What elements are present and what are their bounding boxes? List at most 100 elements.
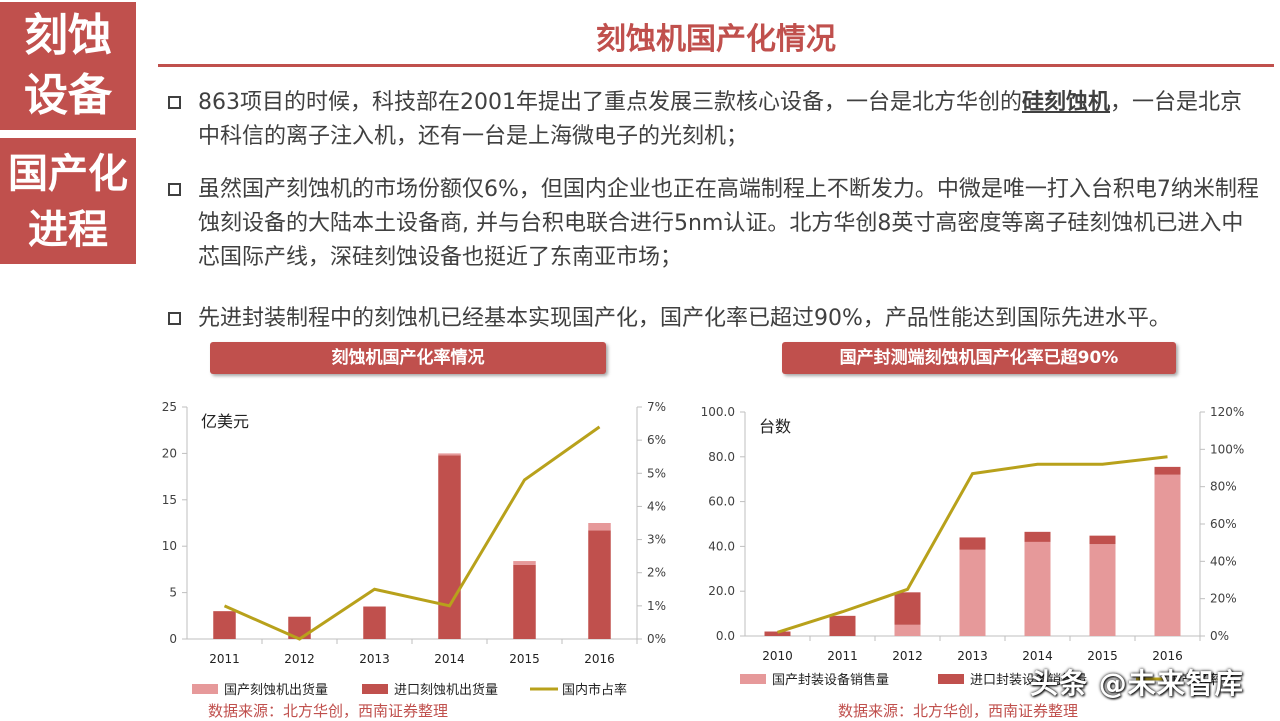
bar-2 bbox=[1024, 531, 1051, 542]
bullet-2-text: 虽然国产刻蚀机的市场份额仅6%，但国内企业也正在高端制程上不断发力。中微是唯一打… bbox=[198, 177, 1259, 270]
y-tick-label: 100.0 bbox=[701, 405, 735, 419]
legend-swatch bbox=[362, 684, 388, 694]
series-line bbox=[777, 455, 1168, 634]
x-tick-label: 2013 bbox=[957, 649, 988, 663]
y-tick-label: 15 bbox=[162, 493, 177, 507]
bullet-item-2: 虽然国产刻蚀机的市场份额仅6%，但国内企业也正在高端制程上不断发力。中微是唯一打… bbox=[168, 173, 1263, 275]
bullet-1-text: 863项目的时候，科技部在2001年提出了重点发展三款核心设备，一台是北方华创的 bbox=[198, 90, 1022, 115]
left-chart: 0 5 10 15 20 25 0% 1% 2% 3% 4% 5% 6% 7% 亿美元 2011 2012 201… bbox=[162, 400, 666, 698]
y-tick-label: 10 bbox=[162, 539, 177, 553]
legend-swatch bbox=[192, 684, 218, 694]
y-tick-label: 25 bbox=[162, 400, 177, 414]
right-chart: 0.0 20.0 40.0 60.0 80.0 100.0 0% 20% 40% 60% 80% 10… bbox=[701, 405, 1245, 688]
y2-tick-label: 100% bbox=[1210, 442, 1244, 456]
section-badge-line3: 国产化 bbox=[8, 151, 128, 197]
bullet-1-highlight: 硅刻蚀机 bbox=[1021, 90, 1110, 115]
bar-1 bbox=[588, 523, 611, 531]
x-tick-label: 2015 bbox=[509, 652, 540, 666]
y2-tick-label: 40% bbox=[1210, 554, 1237, 568]
bar-2 bbox=[363, 606, 386, 639]
section-badge-line2: 设备 bbox=[24, 70, 112, 121]
bar-1 bbox=[959, 549, 986, 636]
bar-1 bbox=[1154, 474, 1181, 636]
bar-1 bbox=[894, 624, 921, 636]
bar-2 bbox=[764, 631, 791, 636]
x-tick-label: 2014 bbox=[434, 652, 465, 666]
bullet-item-1: 863项目的时候，科技部在2001年提出了重点发展三款核心设备，一台是北方华创的… bbox=[168, 86, 1263, 154]
bullet-box-icon bbox=[168, 183, 181, 196]
section-badge-top: 刻蚀 设备 bbox=[0, 2, 136, 130]
y-tick-label: 80.0 bbox=[708, 450, 735, 464]
y2-tick-label: 7% bbox=[647, 400, 666, 414]
y-tick-label: 5 bbox=[169, 586, 177, 600]
bar-2 bbox=[1089, 535, 1116, 545]
bar-2 bbox=[513, 564, 536, 639]
x-tick-label: 2011 bbox=[209, 652, 240, 666]
x-tick-label: 2016 bbox=[1152, 649, 1183, 663]
page-title: 刻蚀机国产化情况 bbox=[596, 22, 836, 57]
bullet-3-text: 先进封装制程中的刻蚀机已经基本实现国产化，国产化率已超过90%，产品性能达到国际… bbox=[198, 306, 1171, 331]
legend-label: 进口封装设备销售量 bbox=[970, 672, 1087, 688]
x-tick-label: 2014 bbox=[1022, 649, 1053, 663]
y2-tick-label: 120% bbox=[1210, 405, 1244, 419]
bar-2 bbox=[829, 615, 856, 636]
y2-tick-label: 2% bbox=[647, 566, 666, 580]
watermark: 头条 @未来智库 bbox=[1030, 667, 1244, 700]
y-tick-label: 60.0 bbox=[708, 495, 735, 509]
bullet-box-icon bbox=[168, 96, 181, 109]
y-tick-label: 20 bbox=[162, 446, 177, 460]
y-tick-label: 40.0 bbox=[708, 539, 735, 553]
title-divider bbox=[158, 64, 1274, 67]
y2-tick-label: 80% bbox=[1210, 480, 1237, 494]
legend-swatch bbox=[938, 674, 964, 684]
bar-2 bbox=[1154, 466, 1181, 475]
y2-tick-label: 0% bbox=[647, 632, 666, 646]
legend-label: 进口刻蚀机出货量 bbox=[394, 682, 498, 698]
unit-label: 亿美元 bbox=[201, 412, 249, 431]
legend-label: 国产封装设备销售量 bbox=[772, 672, 889, 688]
left-data-source: 数据来源：北方华创，西南证券整理 bbox=[208, 702, 449, 720]
bar-1 bbox=[1024, 541, 1051, 636]
y2-tick-label: 3% bbox=[647, 533, 666, 547]
bar-2 bbox=[438, 455, 461, 639]
series-line bbox=[223, 425, 601, 641]
right-data-source: 数据来源：北方华创，西南证券整理 bbox=[838, 702, 1079, 720]
unit-label: 台数 bbox=[759, 417, 791, 436]
x-tick-label: 2011 bbox=[827, 649, 858, 663]
bullet-box-icon bbox=[168, 312, 181, 325]
legend-label: 国产化率 bbox=[1168, 672, 1220, 688]
y2-tick-label: 20% bbox=[1210, 592, 1237, 606]
y2-tick-label: 0% bbox=[1210, 629, 1229, 643]
bar-2 bbox=[894, 592, 921, 625]
x-tick-label: 2015 bbox=[1087, 649, 1118, 663]
x-tick-label: 2013 bbox=[359, 652, 390, 666]
y-tick-label: 0 bbox=[169, 632, 177, 646]
bar-2 bbox=[588, 530, 611, 639]
left-chart-header: 刻蚀机国产化率情况 bbox=[210, 342, 606, 374]
y-tick-label: 20.0 bbox=[708, 584, 735, 598]
x-tick-label: 2010 bbox=[762, 649, 793, 663]
bar-2 bbox=[959, 537, 986, 550]
y2-tick-label: 60% bbox=[1210, 517, 1237, 531]
legend-label: 国内市占率 bbox=[562, 682, 627, 698]
bullet-1-tail: ，一台是北京中科信的离子注入机，还有一台是上海微电子的光刻机； bbox=[198, 90, 1243, 149]
section-badge-bottom: 国产化 进程 bbox=[0, 138, 136, 264]
right-chart-header: 国产封测端刻蚀机国产化率已超90% bbox=[782, 342, 1176, 374]
y2-tick-label: 4% bbox=[647, 499, 666, 513]
bar-2 bbox=[213, 611, 236, 639]
x-tick-label: 2012 bbox=[892, 649, 923, 663]
bullet-item-3: 先进封装制程中的刻蚀机已经基本实现国产化，国产化率已超过90%，产品性能达到国际… bbox=[168, 302, 1263, 336]
bar-1 bbox=[513, 561, 536, 565]
section-badge-line1: 刻蚀 bbox=[24, 10, 112, 61]
x-tick-label: 2016 bbox=[584, 652, 615, 666]
section-badge-line4: 进程 bbox=[28, 207, 108, 253]
legend-label: 国产刻蚀机出货量 bbox=[224, 682, 328, 698]
legend-swatch bbox=[740, 674, 766, 684]
bar-1 bbox=[1089, 544, 1116, 636]
bar-2 bbox=[288, 616, 311, 639]
bar-1 bbox=[438, 453, 461, 456]
y2-tick-label: 1% bbox=[647, 599, 666, 613]
x-tick-label: 2012 bbox=[284, 652, 315, 666]
y2-tick-label: 5% bbox=[647, 466, 666, 480]
y2-tick-label: 6% bbox=[647, 433, 666, 447]
